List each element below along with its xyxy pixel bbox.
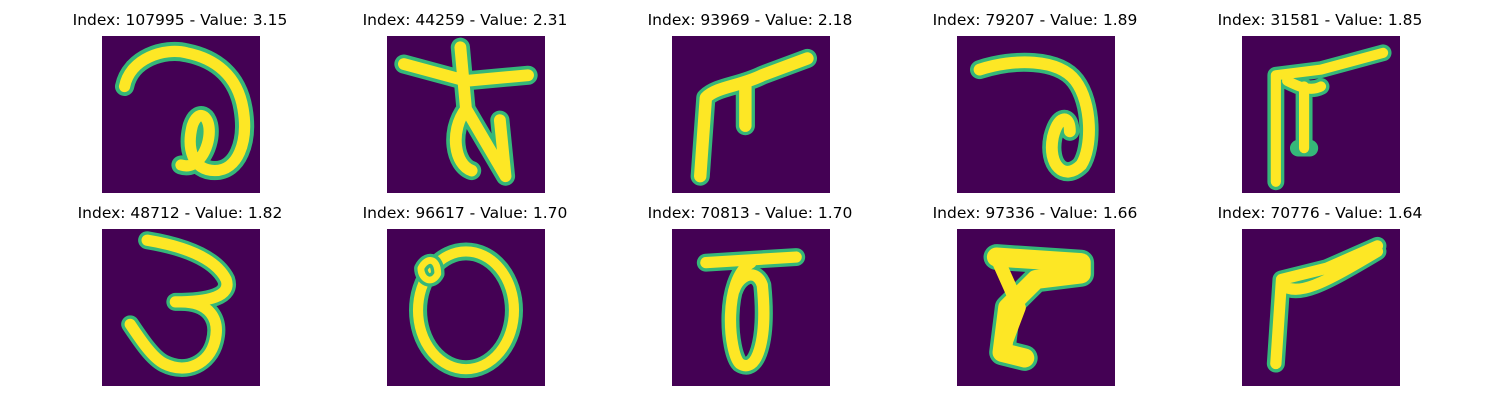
panel-7: Index: 96617 - Value: 1.70 [330, 203, 600, 393]
digit-image [102, 229, 260, 386]
panel-title: Index: 70776 - Value: 1.64 [1217, 204, 1423, 222]
panel-6: Index: 48712 - Value: 1.82 [45, 203, 315, 393]
panel-title: Index: 44259 - Value: 2.31 [362, 11, 568, 29]
panel-title: Index: 96617 - Value: 1.70 [362, 204, 568, 222]
digit-image [1242, 229, 1400, 386]
panel-3: Index: 93969 - Value: 2.18 [615, 10, 885, 200]
panel-2: Index: 44259 - Value: 2.31 [330, 10, 600, 200]
digit-image [387, 229, 545, 386]
panel-9: Index: 97336 - Value: 1.66 [900, 203, 1170, 393]
panel-title: Index: 31581 - Value: 1.85 [1217, 11, 1423, 29]
digit-image [672, 229, 830, 386]
panel-title: Index: 79207 - Value: 1.89 [932, 11, 1138, 29]
panel-1: Index: 107995 - Value: 3.15 [45, 10, 315, 200]
panel-4: Index: 79207 - Value: 1.89 [900, 10, 1170, 200]
digit-image [102, 36, 260, 193]
panel-title: Index: 48712 - Value: 1.82 [77, 204, 283, 222]
digit-image [957, 36, 1115, 193]
panel-5: Index: 31581 - Value: 1.85 [1185, 10, 1455, 200]
panel-title: Index: 70813 - Value: 1.70 [647, 204, 853, 222]
digit-image [957, 229, 1115, 386]
digit-image [672, 36, 830, 193]
panel-title: Index: 107995 - Value: 3.15 [72, 11, 288, 29]
panel-10: Index: 70776 - Value: 1.64 [1185, 203, 1455, 393]
panel-title: Index: 97336 - Value: 1.66 [932, 204, 1138, 222]
panel-8: Index: 70813 - Value: 1.70 [615, 203, 885, 393]
panel-title: Index: 93969 - Value: 2.18 [647, 11, 853, 29]
digit-image [1242, 36, 1400, 193]
digit-image [387, 36, 545, 193]
